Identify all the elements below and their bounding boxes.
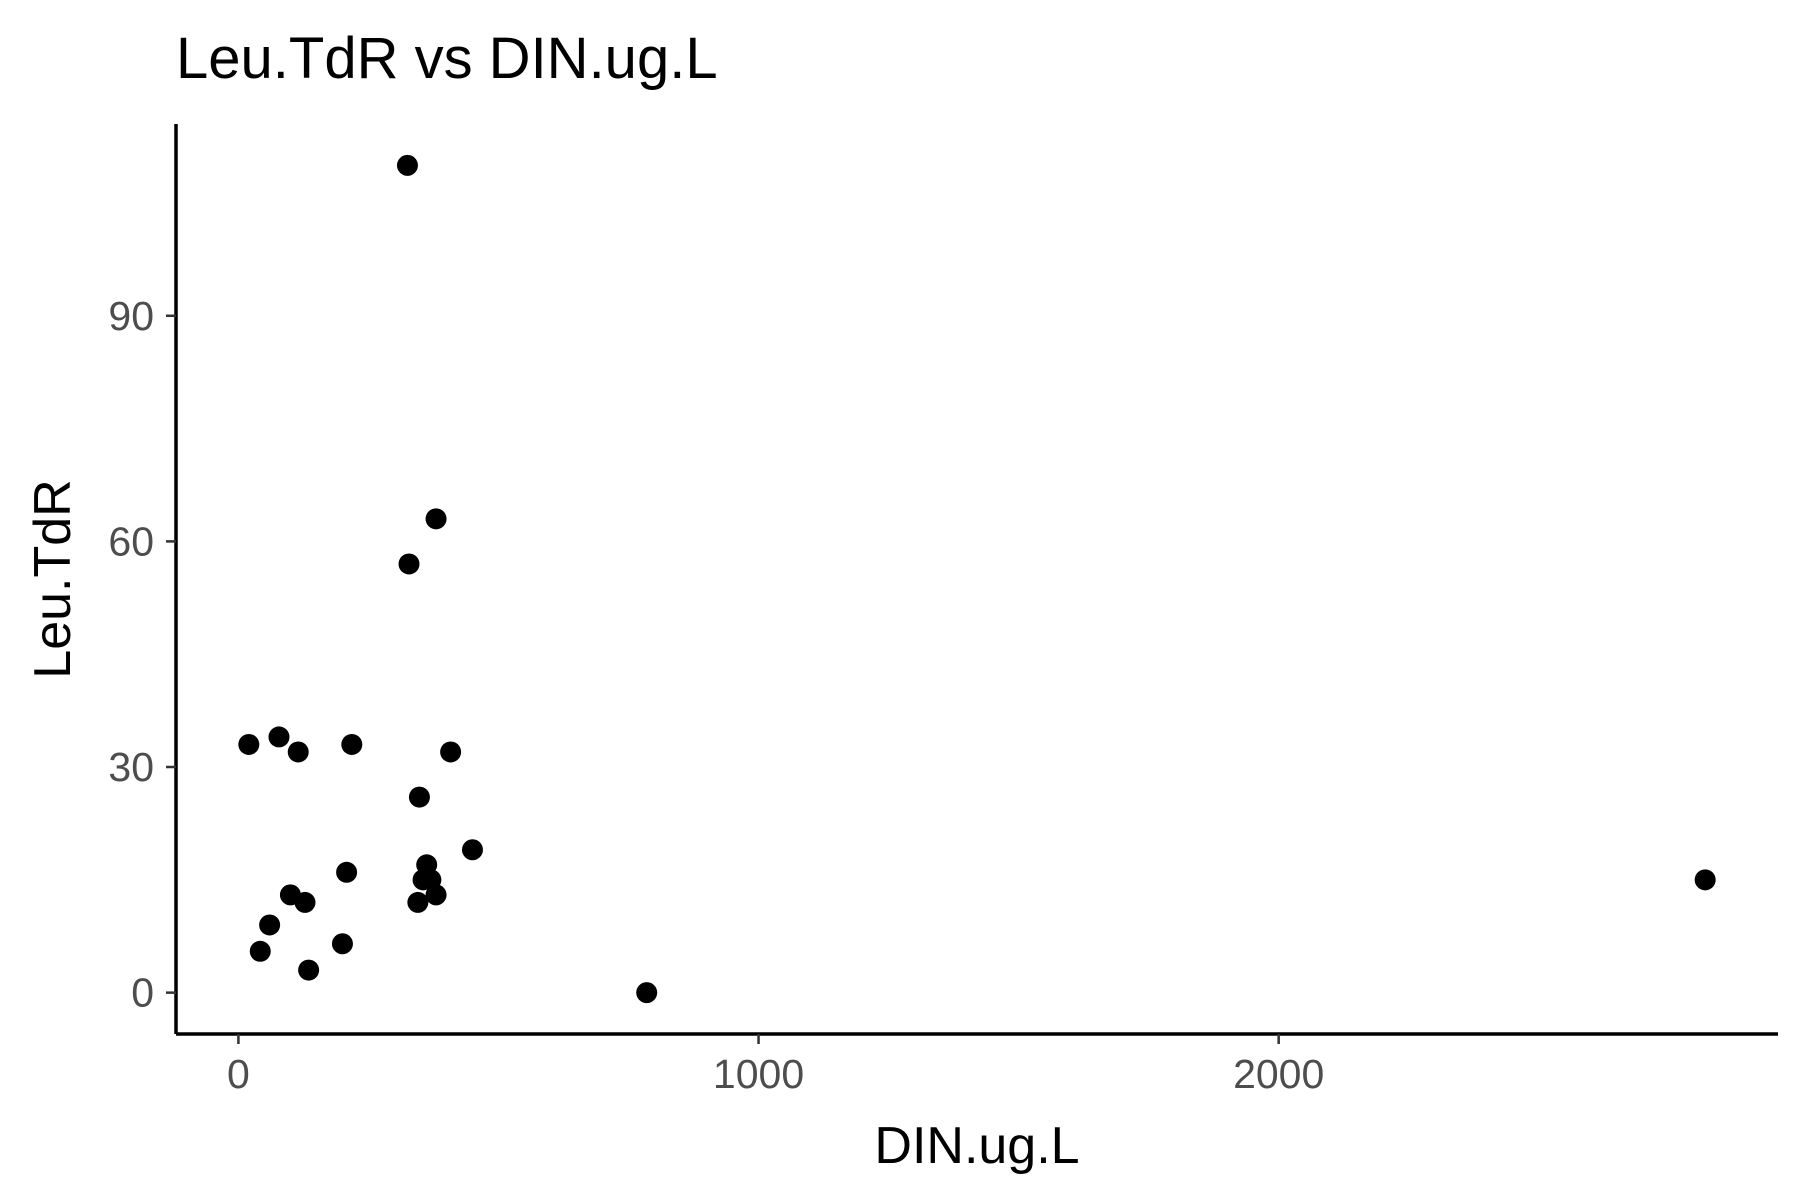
y-ticks: 0 30 60 90	[108, 293, 176, 1016]
data-point	[425, 884, 447, 906]
data-point	[249, 940, 271, 962]
data-point	[287, 741, 309, 763]
data-point	[461, 839, 483, 861]
data-point	[259, 914, 281, 936]
chart-title: Leu.TdR vs DIN.ug.L	[176, 26, 718, 91]
y-tick-label: 0	[131, 970, 154, 1016]
data-point	[1694, 869, 1716, 891]
data-point	[331, 933, 353, 955]
data-point	[398, 553, 420, 575]
x-axis: 0 1000 2000 DIN.ug.L	[176, 1032, 1778, 1175]
data-point	[268, 726, 290, 748]
y-axis-title: Leu.TdR	[24, 479, 82, 678]
x-axis-title: DIN.ug.L	[874, 1117, 1079, 1175]
y-axis: 0 30 60 90 Leu.TdR	[24, 124, 178, 1034]
data-point	[636, 982, 658, 1004]
y-tick-label: 60	[108, 518, 154, 564]
data-point	[294, 891, 316, 913]
y-tick-label: 90	[108, 293, 154, 339]
data-point	[407, 891, 429, 913]
x-tick-label: 2000	[1233, 1051, 1324, 1097]
data-point	[341, 733, 363, 755]
data-point	[408, 786, 430, 808]
x-ticks: 0 1000 2000	[227, 1034, 1324, 1097]
x-tick-label: 0	[227, 1051, 250, 1097]
data-point	[336, 861, 358, 883]
x-tick-label: 1000	[713, 1051, 804, 1097]
y-tick-label: 30	[108, 744, 154, 790]
data-points	[238, 154, 1716, 1004]
data-point	[425, 508, 447, 530]
data-point	[440, 741, 462, 763]
data-point	[396, 154, 418, 176]
data-point	[298, 959, 320, 981]
data-point	[238, 733, 260, 755]
